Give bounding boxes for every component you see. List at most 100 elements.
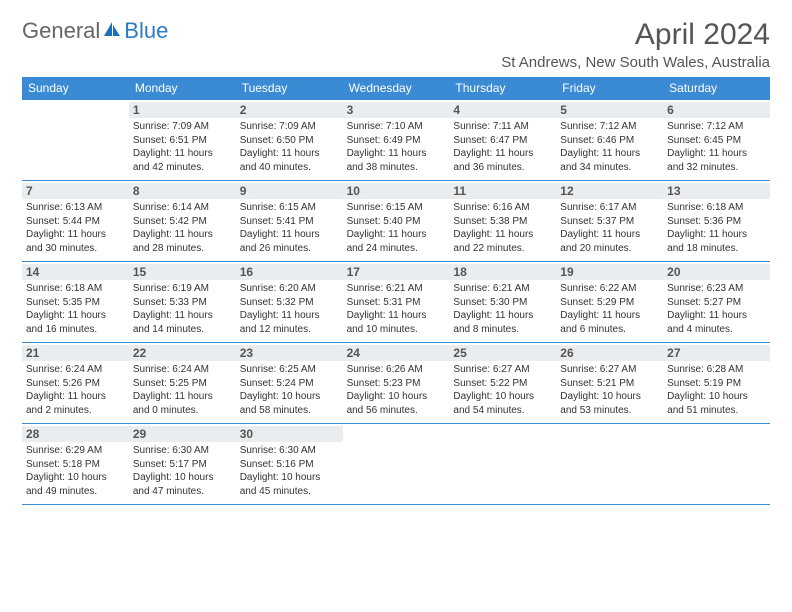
cell-line: Sunrise: 6:25 AM xyxy=(240,363,339,377)
cell-line: Sunrise: 6:30 AM xyxy=(240,444,339,458)
cell-line: and 51 minutes. xyxy=(667,404,766,418)
cell-line: Sunset: 6:50 PM xyxy=(240,134,339,148)
calendar-cell: 14Sunrise: 6:18 AMSunset: 5:35 PMDayligh… xyxy=(22,262,129,342)
day-number: 5 xyxy=(556,102,663,118)
day-number: 17 xyxy=(343,264,450,280)
calendar-cell: 4Sunrise: 7:11 AMSunset: 6:47 PMDaylight… xyxy=(449,100,556,180)
cell-line: and 45 minutes. xyxy=(240,485,339,499)
cell-line: Sunrise: 6:24 AM xyxy=(26,363,125,377)
calendar-cell-empty xyxy=(449,424,556,504)
cell-line: Sunset: 5:19 PM xyxy=(667,377,766,391)
cell-line: Sunset: 5:33 PM xyxy=(133,296,232,310)
calendar-cell: 16Sunrise: 6:20 AMSunset: 5:32 PMDayligh… xyxy=(236,262,343,342)
cell-line: and 0 minutes. xyxy=(133,404,232,418)
cell-line: Sunset: 5:30 PM xyxy=(453,296,552,310)
day-number: 27 xyxy=(663,345,770,361)
cell-line: and 26 minutes. xyxy=(240,242,339,256)
calendar-cell: 8Sunrise: 6:14 AMSunset: 5:42 PMDaylight… xyxy=(129,181,236,261)
calendar-cell: 20Sunrise: 6:23 AMSunset: 5:27 PMDayligh… xyxy=(663,262,770,342)
day-number: 9 xyxy=(236,183,343,199)
cell-line: Daylight: 10 hours xyxy=(560,390,659,404)
cell-line: Sunrise: 6:18 AM xyxy=(667,201,766,215)
calendar: Sunday Monday Tuesday Wednesday Thursday… xyxy=(22,77,770,505)
cell-line: and 16 minutes. xyxy=(26,323,125,337)
weekday-label: Monday xyxy=(129,77,236,99)
cell-line: Daylight: 11 hours xyxy=(453,147,552,161)
calendar-cell: 15Sunrise: 6:19 AMSunset: 5:33 PMDayligh… xyxy=(129,262,236,342)
cell-line: Sunrise: 6:24 AM xyxy=(133,363,232,377)
calendar-cell: 29Sunrise: 6:30 AMSunset: 5:17 PMDayligh… xyxy=(129,424,236,504)
day-number: 25 xyxy=(449,345,556,361)
calendar-week: 28Sunrise: 6:29 AMSunset: 5:18 PMDayligh… xyxy=(22,424,770,505)
cell-line: Sunrise: 6:14 AM xyxy=(133,201,232,215)
day-number: 23 xyxy=(236,345,343,361)
calendar-cell: 24Sunrise: 6:26 AMSunset: 5:23 PMDayligh… xyxy=(343,343,450,423)
day-number: 14 xyxy=(22,264,129,280)
cell-line: Daylight: 11 hours xyxy=(347,147,446,161)
calendar-cell: 28Sunrise: 6:29 AMSunset: 5:18 PMDayligh… xyxy=(22,424,129,504)
cell-line: Daylight: 11 hours xyxy=(453,309,552,323)
day-number: 2 xyxy=(236,102,343,118)
calendar-cell: 13Sunrise: 6:18 AMSunset: 5:36 PMDayligh… xyxy=(663,181,770,261)
day-number: 6 xyxy=(663,102,770,118)
cell-line: and 8 minutes. xyxy=(453,323,552,337)
cell-line: Daylight: 11 hours xyxy=(560,228,659,242)
calendar-cell: 11Sunrise: 6:16 AMSunset: 5:38 PMDayligh… xyxy=(449,181,556,261)
cell-line: and 32 minutes. xyxy=(667,161,766,175)
cell-line: Sunrise: 6:17 AM xyxy=(560,201,659,215)
cell-line: Sunrise: 7:09 AM xyxy=(240,120,339,134)
calendar-week: 14Sunrise: 6:18 AMSunset: 5:35 PMDayligh… xyxy=(22,262,770,343)
day-number: 22 xyxy=(129,345,236,361)
cell-line: Sunset: 5:44 PM xyxy=(26,215,125,229)
cell-line: Sunrise: 6:20 AM xyxy=(240,282,339,296)
cell-line: Daylight: 11 hours xyxy=(133,228,232,242)
cell-line: Daylight: 10 hours xyxy=(347,390,446,404)
day-number: 16 xyxy=(236,264,343,280)
cell-line: and 18 minutes. xyxy=(667,242,766,256)
calendar-cell: 23Sunrise: 6:25 AMSunset: 5:24 PMDayligh… xyxy=(236,343,343,423)
cell-line: and 4 minutes. xyxy=(667,323,766,337)
cell-line: and 12 minutes. xyxy=(240,323,339,337)
day-number: 10 xyxy=(343,183,450,199)
cell-line: Sunrise: 6:27 AM xyxy=(560,363,659,377)
cell-line: Sunrise: 6:30 AM xyxy=(133,444,232,458)
cell-line: Daylight: 11 hours xyxy=(240,309,339,323)
cell-line: Sunrise: 6:29 AM xyxy=(26,444,125,458)
cell-line: Daylight: 10 hours xyxy=(26,471,125,485)
calendar-week: 7Sunrise: 6:13 AMSunset: 5:44 PMDaylight… xyxy=(22,181,770,262)
cell-line: Daylight: 11 hours xyxy=(667,309,766,323)
cell-line: Daylight: 10 hours xyxy=(240,390,339,404)
calendar-cell: 27 Sunrise: 6:28 AMSunset: 5:19 PMDayligh… xyxy=(663,343,770,423)
calendar-cell: 6Sunrise: 7:12 AMSunset: 6:45 PMDaylight… xyxy=(663,100,770,180)
day-number: 11 xyxy=(449,183,556,199)
cell-line: Sunset: 5:22 PM xyxy=(453,377,552,391)
calendar-cell: 25Sunrise: 6:27 AMSunset: 5:22 PMDayligh… xyxy=(449,343,556,423)
cell-line: Sunset: 5:25 PM xyxy=(133,377,232,391)
day-number: 4 xyxy=(449,102,556,118)
cell-line: Sunset: 6:51 PM xyxy=(133,134,232,148)
cell-line: Sunrise: 6:27 AM xyxy=(453,363,552,377)
cell-line: Daylight: 11 hours xyxy=(560,309,659,323)
cell-line: Sunrise: 6:28 AM xyxy=(667,363,766,377)
calendar-cell-empty xyxy=(663,424,770,504)
cell-line: Daylight: 11 hours xyxy=(26,309,125,323)
calendar-cell-empty xyxy=(22,100,129,180)
cell-line: Sunset: 6:46 PM xyxy=(560,134,659,148)
calendar-cell: 7Sunrise: 6:13 AMSunset: 5:44 PMDaylight… xyxy=(22,181,129,261)
cell-line: and 53 minutes. xyxy=(560,404,659,418)
logo-word2: Blue xyxy=(124,18,168,44)
cell-line: Sunrise: 6:16 AM xyxy=(453,201,552,215)
day-number: 1 xyxy=(129,102,236,118)
cell-line: and 6 minutes. xyxy=(560,323,659,337)
cell-line: and 38 minutes. xyxy=(347,161,446,175)
day-number: 20 xyxy=(663,264,770,280)
calendar-cell: 3Sunrise: 7:10 AMSunset: 6:49 PMDaylight… xyxy=(343,100,450,180)
calendar-cell: 30Sunrise: 6:30 AMSunset: 5:16 PMDayligh… xyxy=(236,424,343,504)
cell-line: Sunrise: 6:22 AM xyxy=(560,282,659,296)
day-number: 8 xyxy=(129,183,236,199)
cell-line: Sunrise: 6:23 AM xyxy=(667,282,766,296)
day-number: 24 xyxy=(343,345,450,361)
cell-line: Daylight: 10 hours xyxy=(667,390,766,404)
weekday-label: Sunday xyxy=(22,77,129,99)
cell-line: and 2 minutes. xyxy=(26,404,125,418)
